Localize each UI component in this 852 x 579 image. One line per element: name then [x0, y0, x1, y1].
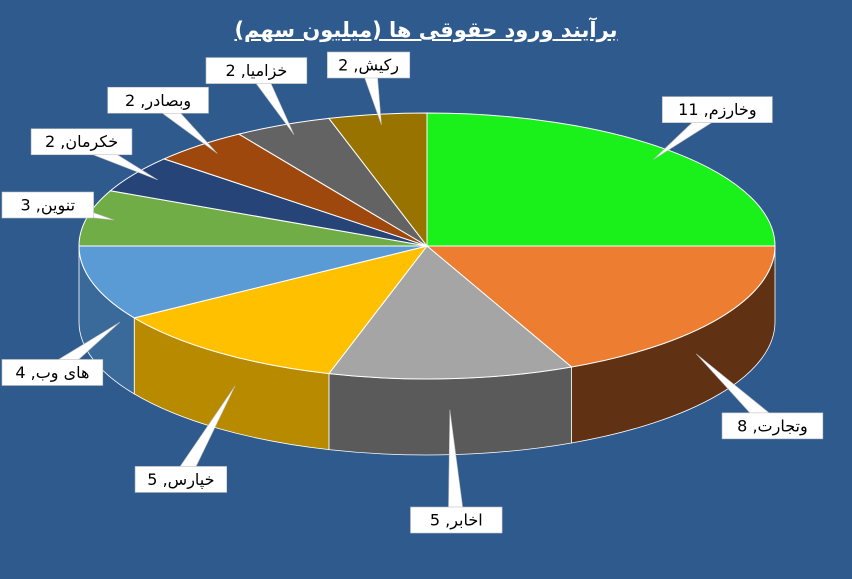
callout-box	[410, 506, 503, 534]
callout-box	[205, 57, 308, 84]
data-label: خزامیا, 2	[226, 61, 288, 81]
data-label: های وب, 4	[15, 363, 89, 383]
data-label: اخابر, 5	[430, 511, 483, 531]
callout-box	[134, 466, 228, 493]
data-label: وبصادر, 2	[125, 91, 191, 111]
data-label: رکیش, 2	[338, 56, 399, 76]
chart-title: برآیند ورود حقوقی ها (میلیون سهم)	[234, 18, 618, 42]
pie-slice	[425, 245, 776, 368]
data-label: تنوین, 3	[21, 196, 76, 216]
callout-box	[721, 412, 824, 440]
pie-slice	[328, 245, 573, 380]
data-label: وتجارت, 8	[737, 416, 808, 436]
pie-slice	[78, 245, 428, 319]
callout-box	[327, 51, 411, 79]
pie-side-layer	[78, 245, 776, 456]
callout-box	[662, 96, 773, 123]
pie-top-layer	[78, 112, 776, 380]
callout-box	[1, 191, 94, 219]
data-label: وخارزم, 11	[678, 100, 756, 120]
callout-box	[1, 359, 104, 386]
pie-slice	[426, 112, 776, 247]
callout-layer: وخارزم, 11 وتجارت, 8 اخابر, 5 خپارس, 5 های و…	[1, 51, 824, 534]
pie-slice	[132, 245, 429, 375]
callout-box	[30, 128, 133, 156]
callout-box	[107, 86, 209, 114]
data-label: خکرمان, 2	[45, 132, 118, 152]
data-label: خپارس, 5	[147, 470, 214, 490]
